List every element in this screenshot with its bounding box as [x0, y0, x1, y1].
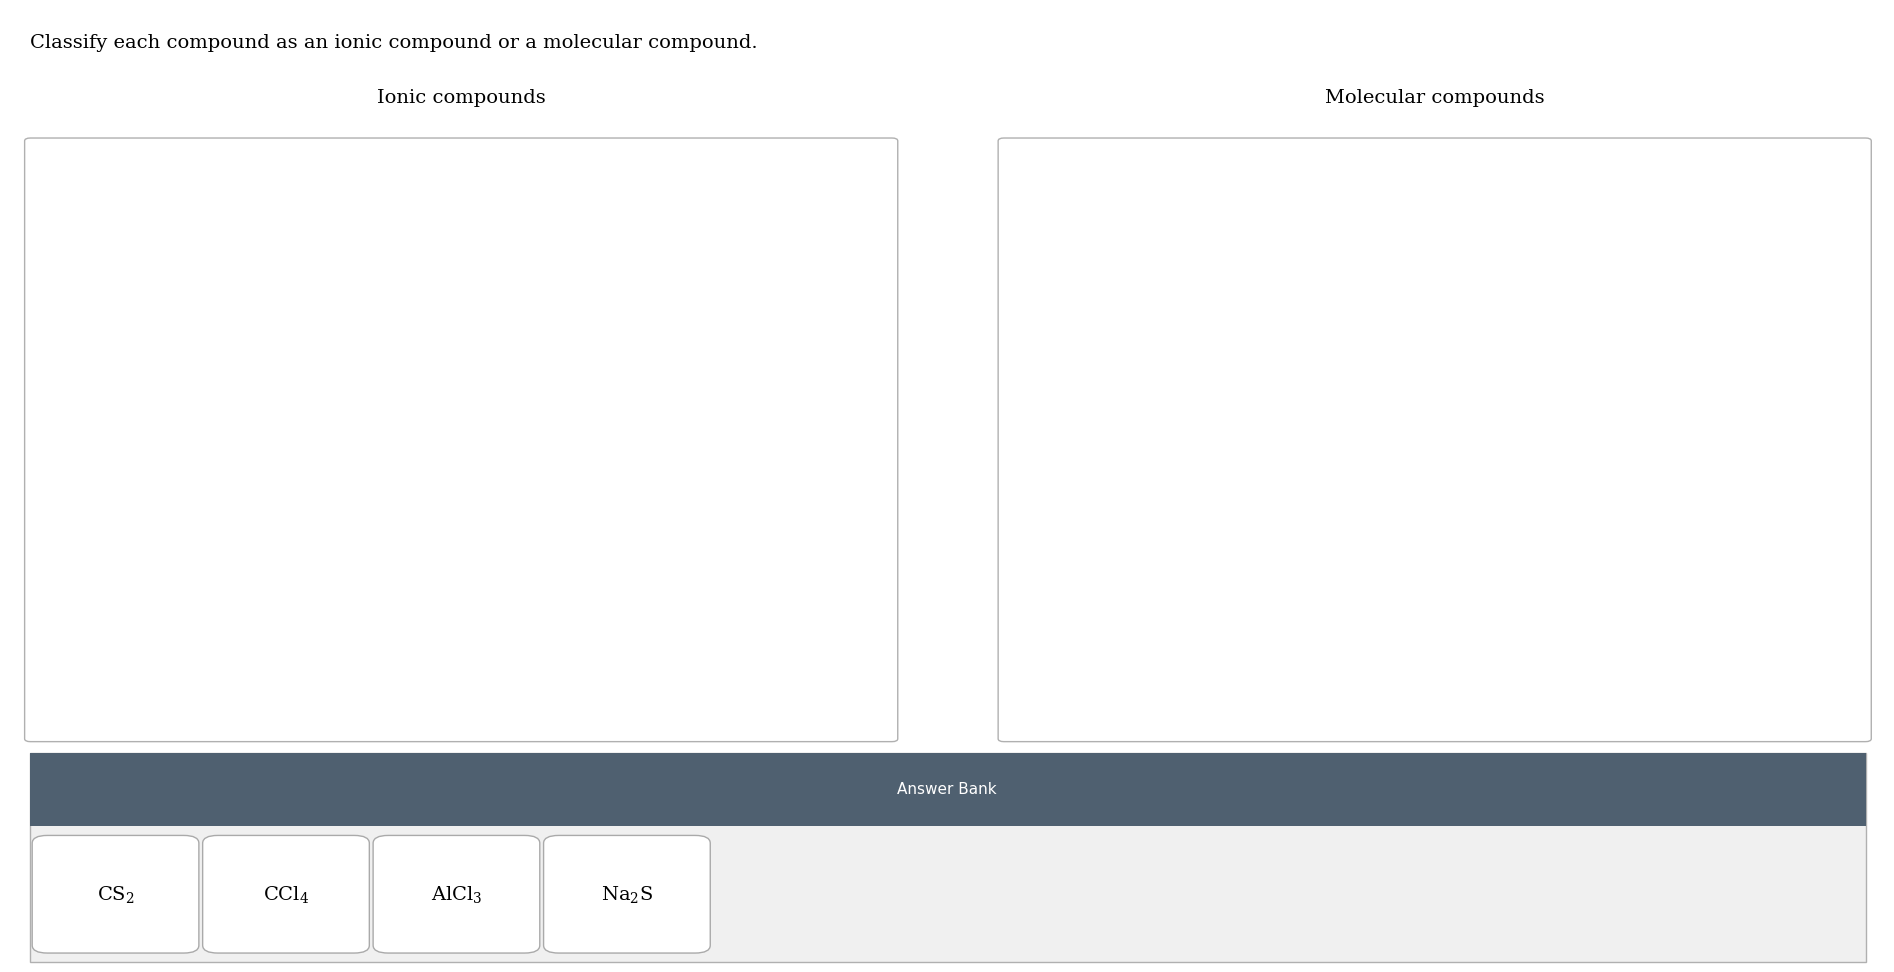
FancyBboxPatch shape	[373, 835, 540, 953]
Text: Classify each compound as an ionic compound or a molecular compound.: Classify each compound as an ionic compo…	[30, 34, 758, 52]
Text: Ionic compounds: Ionic compounds	[377, 88, 545, 107]
FancyBboxPatch shape	[32, 835, 199, 953]
Text: Molecular compounds: Molecular compounds	[1326, 88, 1544, 107]
Text: $\mathregular{AlCl_3}$: $\mathregular{AlCl_3}$	[430, 884, 483, 905]
FancyBboxPatch shape	[203, 835, 369, 953]
Text: Answer Bank: Answer Bank	[898, 782, 996, 797]
FancyBboxPatch shape	[25, 138, 898, 742]
FancyBboxPatch shape	[998, 138, 1871, 742]
FancyBboxPatch shape	[30, 753, 1866, 826]
FancyBboxPatch shape	[544, 835, 710, 953]
Text: $\mathregular{Na_2S}$: $\mathregular{Na_2S}$	[600, 884, 653, 905]
Text: $\mathregular{CCl_4}$: $\mathregular{CCl_4}$	[263, 884, 309, 905]
Text: $\mathregular{CS_2}$: $\mathregular{CS_2}$	[97, 884, 134, 905]
FancyBboxPatch shape	[30, 753, 1866, 962]
